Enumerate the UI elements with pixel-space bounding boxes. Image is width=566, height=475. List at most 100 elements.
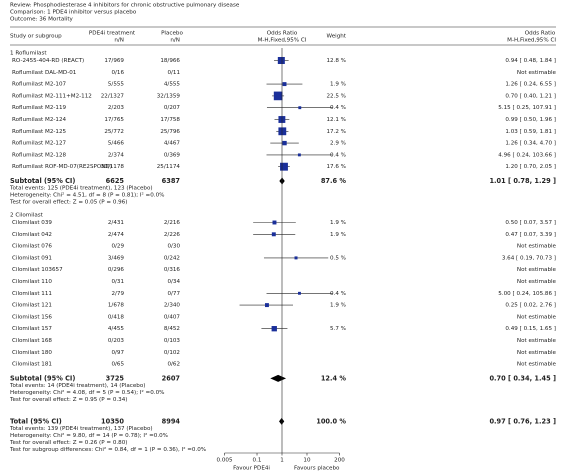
stat-line: Test for subgroup differences: Chi² = 0.…	[9, 446, 206, 453]
study-name: Cilomilast 168	[12, 338, 52, 344]
placebo-n: 25/1174	[157, 164, 181, 170]
effect-square	[271, 232, 276, 237]
placebo-n: 32/1359	[157, 93, 181, 99]
weight: 0.4 %	[330, 291, 346, 297]
effect: 4.96 [ 0.24, 103.66 ]	[498, 152, 556, 158]
placebo-n: 18/966	[160, 58, 180, 64]
stat-line: Heterogeneity: Chi² = 4.51, df = 8 (P = …	[10, 192, 164, 199]
stat-line: Total events: 139 (PDE4i treatment), 137…	[9, 426, 153, 432]
weight: 17.2 %	[326, 129, 346, 135]
weight: 1.9 %	[330, 303, 346, 309]
weight: 1.9 %	[330, 82, 346, 88]
weight: 100.0 %	[316, 417, 346, 425]
comparison: Comparison: 1 PDE4 inhibitor versus plac…	[10, 10, 137, 16]
study-name: Roflumilast M2-128	[12, 152, 67, 158]
placebo-n: 0/369	[164, 152, 181, 158]
treatment-n: 4/455	[108, 326, 125, 332]
treatment-n: 0/65	[111, 362, 124, 368]
effect-square	[278, 127, 287, 136]
study-name: Roflumilast M2-124	[12, 117, 67, 123]
treatment-n: 6625	[106, 177, 125, 185]
col-study: Study or subgroup	[10, 34, 62, 40]
x-tick-label: 0.005	[216, 458, 232, 464]
effect: 0.49 [ 0.15, 1.65 ]	[505, 326, 556, 332]
effect: 0.99 [ 0.50, 1.96 ]	[505, 117, 556, 123]
diamond	[270, 374, 287, 382]
placebo-n: 0/11	[167, 70, 180, 76]
effect: 0.25 [ 0.02, 2.76 ]	[505, 303, 556, 309]
treatment-n: 10350	[101, 417, 124, 425]
effect: 0.94 [ 0.48, 1.84 ]	[505, 58, 556, 64]
treatment-n: 0/296	[108, 267, 125, 273]
effect-square	[282, 82, 287, 87]
study-name: Roflumilast DAL-MD-01	[12, 70, 77, 76]
effect: Not estimable	[517, 350, 557, 356]
effect: 3.64 [ 0.19, 70.73 ]	[502, 255, 556, 261]
placebo-n: 2/226	[164, 232, 181, 238]
treatment-n: 0/203	[108, 338, 125, 344]
effect: 5.15 [ 0.25, 107.91 ]	[498, 105, 556, 111]
effect-square	[273, 91, 283, 101]
col-placebo: Placebo	[161, 31, 183, 37]
study-name: Cilomilast 042	[12, 232, 52, 238]
study-name: Roflumilast M2-111+M2-112	[12, 93, 92, 99]
treatment-n: 25/772	[104, 129, 124, 135]
weight: 2.9 %	[330, 141, 346, 147]
effect-square	[298, 106, 302, 110]
stat-line: Heterogeneity: Chi² = 9.80, df = 14 (P =…	[10, 432, 168, 439]
study-name: Cilomilast 157	[12, 326, 52, 332]
x-tick-label: 10	[303, 458, 311, 464]
study-name: Cilomilast 039	[12, 220, 52, 226]
effect: Not estimable	[517, 70, 557, 76]
treatment-n: 30/1178	[101, 164, 125, 170]
treatment-n: 3/469	[108, 255, 125, 261]
stat-line: Test for overall effect: Z = 0.26 (P = 0…	[9, 440, 127, 446]
study-name: Roflumilast ROF-MD-07(RE2SPOND)	[12, 164, 112, 170]
placebo-n: 6387	[162, 177, 181, 185]
effect: 1.03 [ 0.59, 1.81 ]	[505, 129, 556, 135]
treatment-n: 2/474	[108, 232, 125, 238]
effect-square	[271, 326, 277, 332]
group-label: 1 Roflumilast	[10, 51, 47, 57]
placebo-n: 0/407	[164, 314, 181, 320]
effect: 1.01 [ 0.78, 1.29 ]	[489, 177, 556, 185]
placebo-n: 0/242	[164, 255, 180, 261]
col-plot-sub: M-H,Fixed,95% CI	[258, 38, 307, 44]
total-label: Total (95% CI)	[10, 417, 62, 425]
effect: 0.47 [ 0.07, 3.39 ]	[505, 232, 556, 238]
effect-square	[294, 256, 298, 260]
favours-left: Favour PDE4i	[233, 466, 270, 472]
treatment-n: 17/969	[104, 58, 124, 64]
placebo-n: 8/452	[164, 326, 180, 332]
treatment-n: 5/555	[108, 82, 125, 88]
effect: Not estimable	[517, 279, 557, 285]
weight: 17.6 %	[326, 164, 346, 170]
col-effect: Odds Ratio	[525, 31, 556, 37]
treatment-n: 2/431	[108, 220, 125, 226]
weight: 0.5 %	[330, 255, 346, 261]
placebo-n: 2/216	[164, 220, 181, 226]
review: Review: Phosphodiesterase 4 inhibitors f…	[10, 3, 240, 9]
study-name: Cilomilast 181	[12, 362, 52, 368]
col-placebo-sub: n/N	[170, 38, 180, 44]
study-name: Roflumilast M2-107	[12, 82, 67, 88]
treatment-n: 22/1327	[101, 93, 125, 99]
stat-line: Heterogeneity: Chi² = 4.08, df = 5 (P = …	[10, 389, 164, 396]
favours-right: Favours placebo	[294, 466, 340, 472]
study-name: Cilomilast 076	[12, 244, 52, 250]
effect: Not estimable	[517, 338, 557, 344]
effect: Not estimable	[517, 362, 557, 368]
effect-square	[280, 162, 288, 171]
study-name: Cilomilast 180	[12, 350, 52, 356]
weight: 87.6 %	[321, 177, 347, 185]
treatment-n: 0/97	[111, 350, 124, 356]
effect-square	[282, 140, 287, 146]
placebo-n: 0/34	[167, 279, 180, 285]
weight: 5.7 %	[330, 326, 346, 332]
study-name: Cilomilast 110	[12, 279, 52, 285]
weight: 12.1 %	[326, 117, 346, 123]
subtotal-label: Subtotal (95% CI)	[10, 177, 75, 185]
weight: 1.9 %	[330, 232, 346, 238]
study-name: Cilomilast 156	[12, 314, 52, 320]
